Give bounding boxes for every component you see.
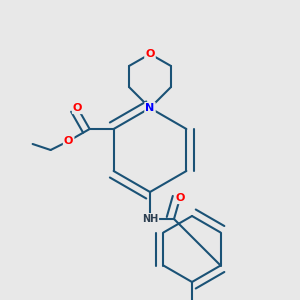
Text: NH: NH [142, 214, 158, 224]
Text: O: O [64, 136, 73, 146]
Text: O: O [73, 103, 82, 113]
Text: N: N [146, 103, 154, 113]
Text: O: O [145, 49, 155, 59]
Text: O: O [175, 193, 185, 203]
